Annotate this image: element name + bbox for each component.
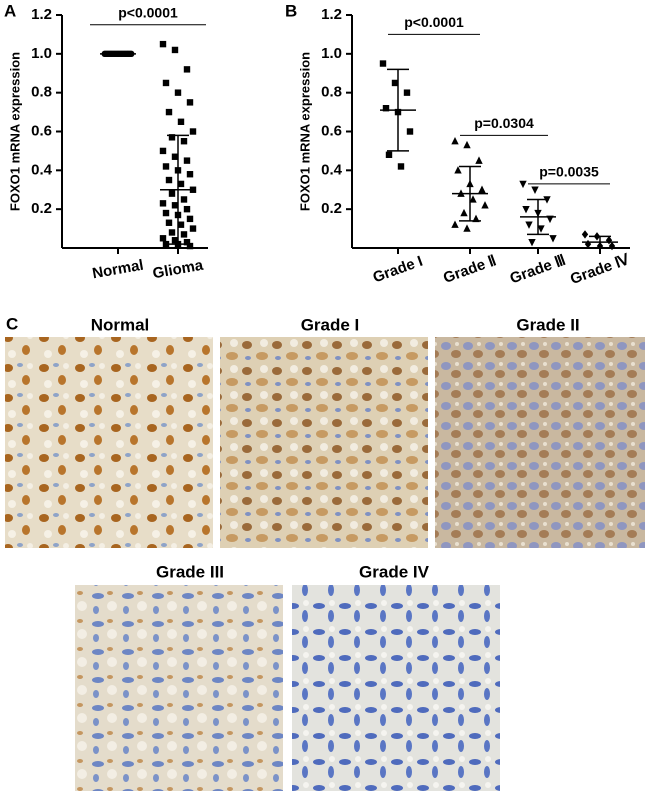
data-point [162, 79, 170, 87]
data-point [531, 186, 539, 194]
data-point [174, 89, 182, 96]
data-point [180, 138, 188, 145]
data-point [165, 108, 173, 116]
data-point [385, 151, 393, 158]
x-tick-label: Grade Ⅲ [508, 252, 568, 288]
data-point [382, 105, 390, 112]
p-value: p<0.0001 [404, 14, 464, 30]
x-tick-label: Glioma [151, 257, 205, 283]
data-point [460, 208, 468, 217]
p-value: p=0.0035 [539, 164, 599, 180]
y-tick-label: 1.0 [31, 45, 52, 62]
data-point [463, 140, 471, 149]
data-point [403, 89, 411, 96]
image-title: Grade III [156, 562, 224, 581]
data-point [478, 185, 486, 193]
y-tick-label: 0.4 [31, 161, 53, 178]
histology-image [435, 337, 645, 548]
data-point [451, 220, 459, 228]
data-point [406, 128, 414, 135]
data-point [183, 66, 191, 73]
x-tick-label: Grade Ⅱ [441, 252, 498, 287]
y-tick-label: 0.8 [31, 84, 52, 101]
histology-image [75, 585, 283, 791]
data-point [451, 137, 459, 145]
data-point [528, 238, 536, 247]
y-tick-label: 0.8 [321, 84, 342, 101]
y-tick-label: 0.2 [31, 200, 52, 217]
data-point [162, 240, 170, 248]
data-point [162, 163, 170, 170]
data-point [177, 118, 185, 125]
data-point [537, 225, 545, 233]
x-tick-label: Normal [91, 257, 145, 283]
data-point [159, 200, 167, 207]
data-point [549, 235, 557, 243]
image-panel: C Normal Grade I Grade II Grade III Grad… [5, 314, 645, 791]
p-value: p=0.0304 [474, 115, 534, 131]
data-point [186, 242, 194, 250]
data-point [525, 221, 533, 229]
panel-letter: B [285, 1, 297, 20]
image-title: Grade I [301, 315, 360, 334]
panel-letter: C [6, 314, 18, 333]
p-value: p<0.0001 [118, 4, 178, 20]
data-point [391, 79, 399, 87]
image-title: Normal [91, 315, 150, 334]
data-point [177, 221, 185, 228]
data-point [180, 196, 188, 203]
image-title: Grade II [516, 315, 579, 334]
data-point [469, 195, 477, 203]
data-point [171, 237, 179, 244]
data-point [189, 225, 197, 232]
data-point [186, 99, 194, 106]
data-point [159, 40, 167, 48]
data-point [454, 166, 462, 174]
data-point [162, 209, 170, 217]
data-point [159, 235, 167, 242]
data-point [159, 147, 167, 155]
data-point [397, 163, 405, 170]
data-point [183, 205, 191, 213]
histology-image [220, 337, 428, 548]
data-point [475, 156, 483, 164]
data-point [183, 238, 191, 246]
y-tick-label: 1.2 [31, 6, 52, 23]
histology-image [292, 585, 500, 791]
y-axis-label: FOXO1 mRNA expression [297, 52, 312, 211]
data-point [189, 128, 197, 135]
data-point [522, 205, 530, 214]
y-axis-label: FOXO1 mRNA expression [7, 52, 22, 211]
data-point [463, 224, 471, 232]
data-point [177, 180, 185, 188]
x-tick-label: Grade Ⅳ [568, 251, 633, 288]
data-point [165, 219, 173, 226]
y-tick-label: 0.2 [321, 200, 342, 217]
data-point [183, 157, 191, 164]
image-title: Grade IV [359, 562, 430, 581]
data-point [171, 46, 179, 54]
data-point [171, 202, 179, 209]
histology-image [5, 337, 213, 548]
y-tick-label: 0.6 [321, 122, 342, 139]
data-point [168, 190, 176, 197]
y-tick-label: 1.2 [321, 6, 342, 23]
data-point [581, 230, 589, 239]
y-tick-label: 0.6 [31, 122, 52, 139]
data-point [165, 176, 173, 184]
panel-letter: A [4, 1, 16, 20]
x-tick-label: Grade I [371, 253, 425, 287]
y-tick-label: 0.4 [321, 161, 343, 178]
y-tick-label: 1.0 [321, 45, 342, 62]
data-point [186, 215, 194, 223]
data-point [171, 153, 179, 160]
data-point [168, 229, 176, 236]
data-point [481, 201, 489, 209]
data-point [168, 134, 176, 141]
data-point [180, 231, 188, 238]
data-point [519, 180, 527, 189]
data-point [379, 60, 387, 67]
data-point [186, 171, 194, 178]
